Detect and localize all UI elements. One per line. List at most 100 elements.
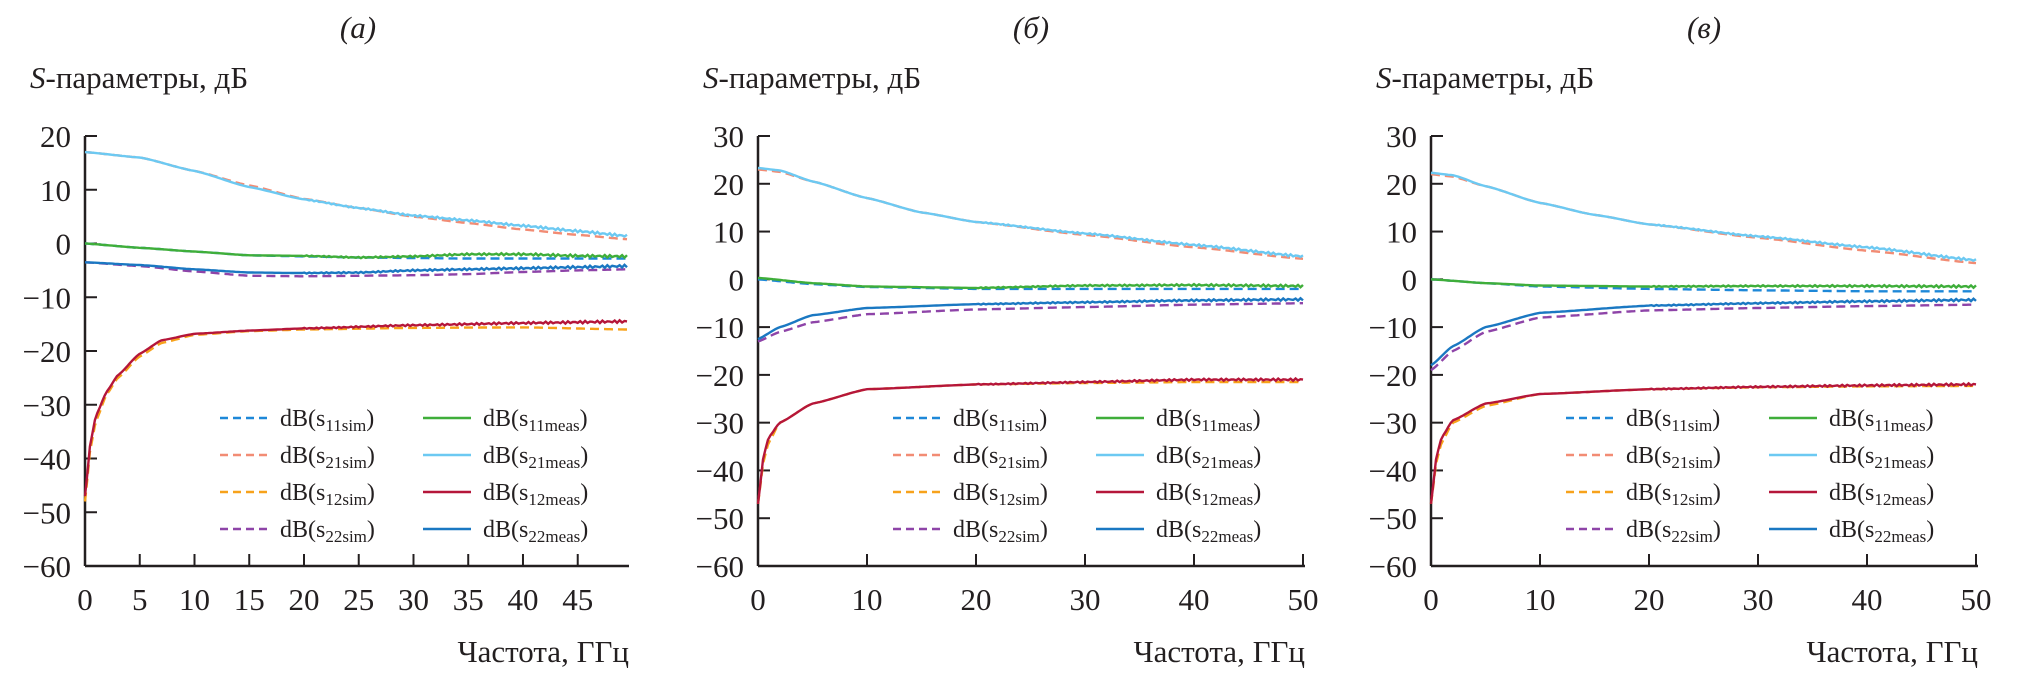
series-line-s22sim [84, 261, 627, 278]
series-line-s11meas [757, 276, 1304, 290]
y-axis-label-text: -параметры, дБ [719, 60, 922, 95]
x-tick-label: 40 [507, 582, 538, 617]
legend-label-prefix: dB(s [1829, 406, 1874, 432]
x-tick-label: 10 [179, 582, 210, 617]
x-tick-label: 35 [453, 582, 484, 617]
legend: dB(s11sim)dB(s21sim)dB(s12sim)dB(s22sim)… [220, 406, 588, 546]
y-tick-label: −40 [23, 442, 71, 477]
y-tick-label: 20 [1386, 167, 1417, 202]
y-tick-label: −50 [1369, 501, 1417, 536]
y-tick-label: −10 [23, 280, 71, 315]
series-line-s12meas [83, 318, 628, 497]
y-tick-label: 20 [713, 167, 744, 202]
x-tick-label: 10 [1525, 582, 1556, 617]
series-line-s12sim [83, 326, 627, 502]
legend-label-s22sim: dB(s22sim) [280, 517, 375, 546]
legend-label-prefix: dB(s [953, 517, 998, 543]
legend-label-s22meas: dB(s22meas) [1156, 517, 1261, 546]
y-axis-label: S-параметры, дБ [1376, 60, 1594, 95]
y-tick-label: −20 [23, 334, 71, 369]
legend-label-suffix: ) [580, 480, 588, 506]
y-tick-label: 10 [40, 173, 71, 208]
legend-label-s11meas: dB(s11meas) [1829, 406, 1934, 435]
series-line-s12sim [756, 380, 1303, 505]
series-line-s22sim [757, 302, 1303, 343]
legend-label-suffix: ) [1040, 443, 1048, 469]
legend-label-prefix: dB(s [483, 517, 528, 543]
legend-label-prefix: dB(s [280, 406, 325, 432]
y-tick-label: −30 [23, 388, 71, 423]
series-line-s22sim [1430, 303, 1976, 372]
x-tick-label: 30 [1743, 582, 1774, 617]
legend-label-s11meas: dB(s11meas) [1156, 406, 1261, 435]
y-tick-label: −20 [696, 358, 744, 393]
y-axis-label-symbol: S [30, 60, 46, 95]
legend-label-suffix: ) [580, 517, 588, 543]
x-tick-label: 30 [1070, 582, 1101, 617]
series-line-s22meas [757, 296, 1304, 341]
y-tick-label: 10 [713, 215, 744, 250]
legend-label-subscript: 22sim [998, 527, 1040, 546]
legend-label-prefix: dB(s [1829, 443, 1874, 469]
y-tick-label: −60 [696, 549, 744, 584]
panel-б: (б) S-параметры, дБ Частота, ГГц 30 20 10 0 −10… [696, 10, 1319, 669]
legend-label-prefix: dB(s [1156, 406, 1201, 432]
legend-label-prefix: dB(s [953, 406, 998, 432]
legend-label-s22sim: dB(s22sim) [953, 517, 1048, 546]
legend-label-s22meas: dB(s22meas) [1829, 517, 1934, 546]
legend-label-suffix: ) [367, 443, 375, 469]
legend-label-s21meas: dB(s21meas) [1156, 443, 1261, 472]
x-tick-label: 30 [398, 582, 429, 617]
y-axis-label-symbol: S [703, 60, 719, 95]
legend-label-prefix: dB(s [1626, 517, 1671, 543]
x-tick-label: 20 [1634, 582, 1665, 617]
legend-label-subscript: 11meas [1874, 416, 1925, 435]
panel-а: (а) S-параметры, дБ Частота, ГГц 20 10 0 −10 −2… [23, 10, 629, 669]
x-tick-label: 50 [1288, 582, 1319, 617]
x-tick-label: 10 [852, 582, 883, 617]
legend-label-s11sim: dB(s11sim) [953, 406, 1047, 435]
x-tick-label: 20 [288, 582, 319, 617]
x-tick-label: 5 [132, 582, 148, 617]
legend-label-prefix: dB(s [1156, 517, 1201, 543]
panel-в: (в) S-параметры, дБ Частота, ГГц 30 20 10 0 −10… [1369, 10, 1992, 669]
y-tick-label: −40 [696, 453, 744, 488]
legend-label-prefix: dB(s [953, 480, 998, 506]
legend-label-suffix: ) [367, 517, 375, 543]
series-line-s12sim [1429, 384, 1976, 505]
series-line-s21meas [757, 166, 1304, 259]
y-axis-label: S-параметры, дБ [703, 60, 921, 95]
panel-title: (б) [1013, 10, 1049, 45]
legend-label-subscript: 22meas [528, 527, 580, 546]
panel-title: (в) [1687, 10, 1721, 45]
series-line-s12meas [756, 376, 1304, 505]
legend-label-subscript: 12meas [528, 490, 580, 509]
legend-label-s11meas: dB(s11meas) [483, 406, 588, 435]
legend-label-prefix: dB(s [1829, 517, 1874, 543]
y-tick-label: 0 [56, 227, 72, 262]
legend-label-suffix: ) [1040, 517, 1048, 543]
legend-label-prefix: dB(s [280, 480, 325, 506]
legend-label-suffix: ) [1713, 517, 1721, 543]
y-tick-label: −30 [1369, 406, 1417, 441]
x-axis-label: Частота, ГГц [1806, 634, 1978, 669]
legend-label-prefix: dB(s [483, 443, 528, 469]
legend-label-subscript: 21sim [1671, 453, 1713, 472]
legend-label-suffix: ) [1926, 443, 1934, 469]
y-tick-label: −60 [23, 549, 71, 584]
y-tick-label: −10 [1369, 310, 1417, 345]
legend-label-suffix: ) [366, 406, 374, 432]
legend-label-prefix: dB(s [280, 443, 325, 469]
y-tick-label: −60 [1369, 549, 1417, 584]
legend: dB(s11sim)dB(s21sim)dB(s12sim)dB(s22sim)… [893, 406, 1261, 546]
series-line-s22meas [1430, 297, 1977, 367]
y-tick-label: 10 [1386, 215, 1417, 250]
legend-label-suffix: ) [367, 480, 375, 506]
legend-label-subscript: 22meas [1201, 527, 1253, 546]
y-tick-label: −40 [1369, 453, 1417, 488]
legend-label-suffix: ) [580, 443, 588, 469]
legend-label-s11sim: dB(s11sim) [1626, 406, 1720, 435]
x-tick-label: 45 [562, 582, 593, 617]
y-axis-label-text: -параметры, дБ [1392, 60, 1595, 95]
legend-label-suffix: ) [1926, 406, 1934, 432]
